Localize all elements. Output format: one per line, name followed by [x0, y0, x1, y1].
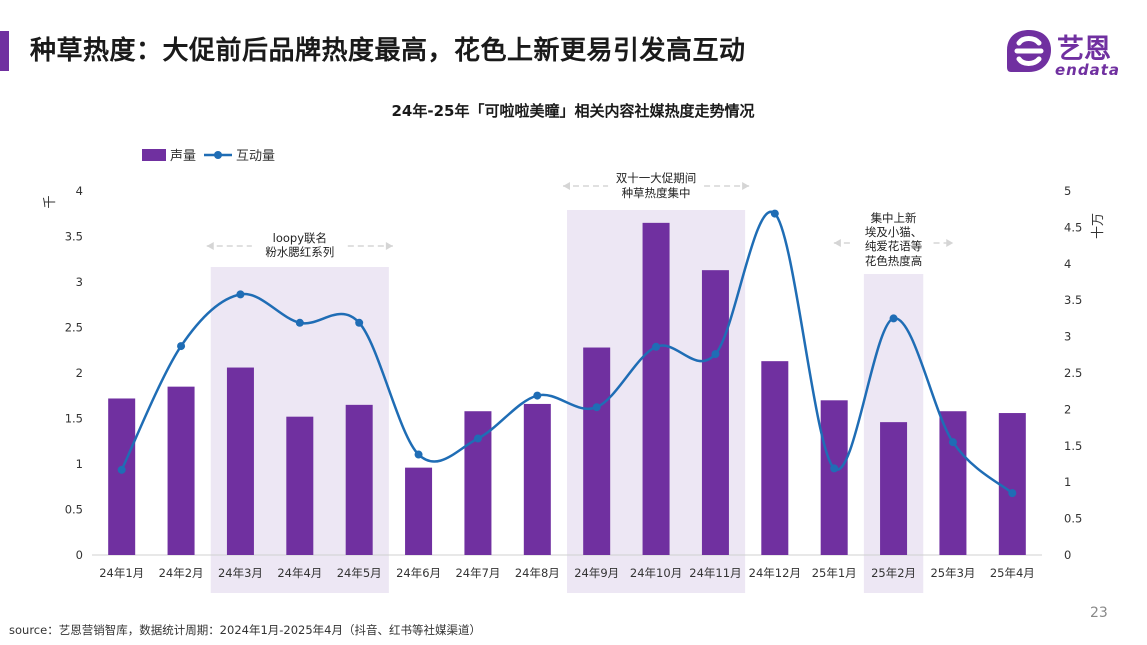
y-right-tick-label: 2	[1064, 402, 1071, 416]
legend-label-interaction: 互动量	[236, 149, 275, 164]
annotation-arrowhead-left	[206, 242, 214, 250]
interaction-point-14	[889, 314, 898, 323]
y-left-tick-label: 1	[76, 457, 83, 471]
logo-english-text: endata	[1055, 61, 1121, 79]
annotation-arrowhead-right	[742, 182, 750, 190]
interaction-point-3	[236, 290, 245, 299]
bar-voice-4	[286, 416, 314, 555]
x-tick-label: 24年6月	[396, 566, 441, 580]
y-right-tick-label: 5	[1064, 184, 1071, 198]
interaction-point-11	[711, 350, 720, 359]
interaction-point-16	[1008, 489, 1017, 498]
y-right-tick-label: 4.5	[1064, 220, 1082, 234]
annotation-text: 粉水腮红系列	[265, 245, 334, 259]
y-left-tick-label: 3	[76, 275, 83, 289]
x-tick-label: 24年4月	[277, 566, 322, 580]
y-right-tick-label: 0.5	[1064, 512, 1082, 526]
interaction-point-12	[770, 209, 779, 218]
legend-swatch-voice	[142, 149, 166, 161]
x-tick-label: 24年9月	[574, 566, 619, 580]
interaction-point-4	[295, 318, 304, 327]
interaction-point-10	[652, 342, 661, 351]
interaction-point-2	[177, 342, 186, 351]
y-left-axis-label: 千	[43, 195, 58, 208]
x-tick-label: 24年10月	[630, 566, 682, 580]
interaction-point-13	[830, 464, 839, 473]
legend-swatch-interaction-dot	[214, 151, 222, 159]
x-tick-label: 25年3月	[930, 566, 975, 580]
annotation-text: 埃及小猫、	[865, 225, 923, 239]
annotation-arrowhead-right	[385, 242, 393, 250]
x-tick-label: 25年4月	[990, 566, 1035, 580]
interaction-point-7	[473, 434, 482, 443]
annotation-arrowhead-left	[563, 182, 570, 190]
interaction-point-15	[948, 438, 957, 447]
x-tick-label: 24年7月	[455, 566, 500, 580]
annotation-text: 纯爱花语等	[865, 239, 923, 253]
y-left-tick-label: 2	[76, 366, 83, 380]
y-left-tick-label: 0.5	[65, 503, 83, 517]
x-tick-label: 25年1月	[812, 566, 857, 580]
page-number: 23	[1090, 605, 1108, 621]
bar-voice-12	[761, 361, 789, 555]
annotation-text: 集中上新	[871, 211, 917, 225]
x-tick-label: 24年5月	[337, 566, 382, 580]
y-left-tick-label: 3.5	[65, 230, 83, 244]
interaction-point-8	[533, 391, 542, 400]
annotation-text: loopy联名	[273, 231, 327, 245]
y-right-axis-label: 十万	[1091, 213, 1106, 239]
bar-voice-3	[226, 367, 254, 555]
bar-voice-15	[939, 411, 967, 555]
bar-voice-5	[345, 404, 373, 555]
y-right-tick-label: 1	[1064, 475, 1071, 489]
bar-voice-14	[880, 422, 908, 555]
interaction-point-5	[355, 318, 364, 327]
bar-voice-10	[642, 222, 670, 555]
x-tick-label: 24年12月	[749, 566, 801, 580]
bar-voice-2	[167, 386, 195, 555]
y-left-tick-label: 4	[76, 184, 83, 198]
bar-voice-1	[108, 398, 136, 555]
interaction-point-1	[117, 465, 126, 474]
annotation-text: 花色热度高	[865, 254, 923, 268]
annotation-text: 种草热度集中	[622, 186, 691, 200]
annotation-arrowhead-right	[946, 239, 954, 247]
y-left-tick-label: 0	[76, 548, 83, 562]
x-tick-label: 24年1月	[99, 566, 144, 580]
brand-logo: 艺恩 endata	[1003, 24, 1133, 80]
y-right-tick-label: 3	[1064, 330, 1071, 344]
source-note: source：艺恩营销智库，数据统计周期：2024年1月-2025年4月（抖音、…	[9, 623, 482, 637]
y-right-tick-label: 1.5	[1064, 439, 1082, 453]
bar-voice-8	[523, 403, 551, 555]
bar-voice-9	[583, 347, 611, 555]
endata-logo-icon	[1007, 30, 1051, 72]
annotation-arrowhead-left	[833, 239, 841, 247]
bar-voice-6	[405, 467, 433, 555]
interaction-point-9	[592, 403, 601, 412]
chart-title: 24年-25年「可啦啦美瞳」相关内容社媒热度走势情况	[392, 102, 755, 120]
x-tick-label: 25年2月	[871, 566, 916, 580]
bar-voice-11	[701, 270, 729, 555]
interaction-point-6	[414, 450, 423, 459]
logo-chinese-text: 艺恩	[1057, 34, 1111, 65]
x-tick-label: 24年2月	[159, 566, 204, 580]
interaction-line	[120, 210, 1014, 495]
y-left-tick-label: 1.5	[65, 412, 83, 426]
bar-voice-13	[820, 400, 848, 555]
title-accent-bar	[0, 31, 9, 71]
y-right-tick-label: 0	[1064, 548, 1071, 562]
x-tick-label: 24年3月	[218, 566, 263, 580]
page-title: 种草热度：大促前后品牌热度最高，花色上新更易引发高互动	[30, 36, 746, 66]
x-tick-label: 24年11月	[689, 566, 741, 580]
legend-label-voice: 声量	[170, 149, 196, 164]
y-left-tick-label: 2.5	[65, 321, 83, 335]
y-right-tick-label: 2.5	[1064, 366, 1082, 380]
bar-voice-16	[998, 413, 1026, 555]
y-right-tick-label: 3.5	[1064, 293, 1082, 307]
y-right-tick-label: 4	[1064, 257, 1071, 271]
x-tick-label: 24年8月	[515, 566, 560, 580]
annotation-text: 双十一大促期间	[616, 171, 697, 185]
